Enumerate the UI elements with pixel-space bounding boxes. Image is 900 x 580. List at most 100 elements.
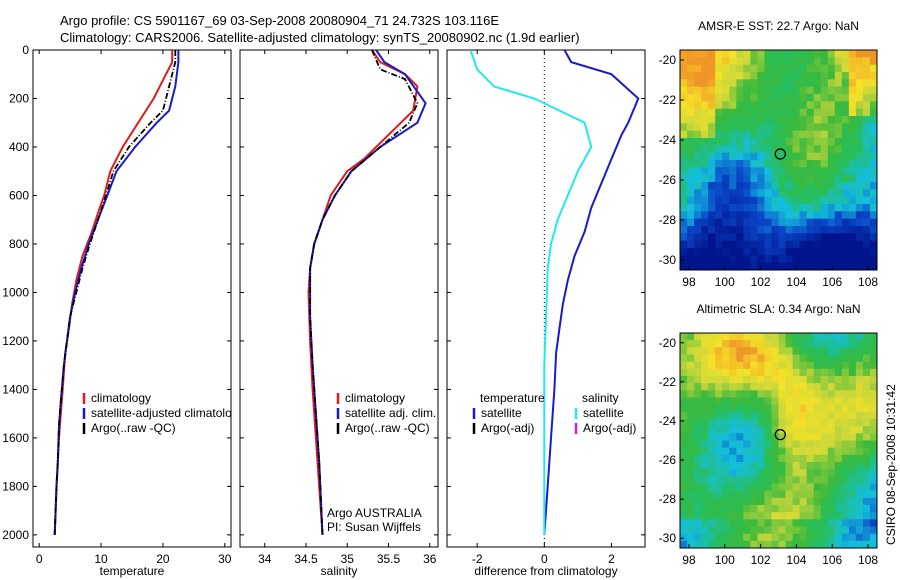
map-cell (869, 152, 878, 161)
map-cell (729, 497, 737, 506)
map-cell (757, 189, 765, 198)
map-cell (806, 204, 815, 212)
map-cell (771, 397, 779, 406)
map-cell (722, 86, 730, 95)
map-cell (750, 101, 758, 110)
map-cell (862, 483, 871, 492)
map-cell (694, 145, 702, 154)
map-cell (750, 79, 758, 88)
map-cell (841, 116, 850, 124)
map-cell (722, 79, 730, 88)
timestamp-side-label: CSIRO 08-Sep-2008 10:31:42 (884, 384, 898, 545)
map-cell (750, 152, 758, 161)
map-cell (813, 519, 822, 527)
map-cell (862, 533, 871, 542)
map-cell (708, 411, 716, 420)
map-cell (841, 505, 850, 513)
map-cell (757, 454, 765, 463)
map-cell (694, 376, 702, 384)
map-cell (757, 383, 765, 391)
map-cell (687, 57, 695, 66)
y-tick-label: 1000 (2, 285, 29, 299)
map-cell (701, 160, 709, 168)
map-field (680, 333, 878, 549)
map-cell (729, 196, 737, 205)
map-cell (813, 540, 822, 549)
map-cell (687, 130, 695, 139)
map-cell (820, 540, 829, 549)
map-cell (680, 340, 688, 348)
map-cell (764, 72, 772, 80)
map-cell (750, 182, 758, 190)
map-cell (862, 419, 871, 427)
map-cell (764, 152, 772, 161)
map-cell (799, 64, 808, 73)
map-cell (799, 419, 808, 427)
map-cell (687, 497, 695, 506)
map-cell (848, 262, 857, 271)
map-cell (855, 145, 864, 154)
map-cell (841, 354, 850, 363)
map-cell (848, 79, 857, 88)
map-cell (771, 94, 779, 102)
map-cell (799, 490, 808, 499)
map-cell (792, 94, 801, 102)
map-cell (785, 189, 794, 198)
map-cell (680, 490, 688, 499)
map-cell (799, 333, 808, 341)
map-cell (806, 79, 815, 88)
map-cell (701, 390, 709, 398)
map-cell (694, 189, 702, 198)
map-cell (729, 108, 737, 117)
map-cell (743, 361, 751, 370)
map-cell (813, 130, 822, 139)
map-cell (722, 333, 730, 341)
map-cell (841, 182, 850, 190)
map-cell (827, 490, 836, 499)
map-cell (869, 101, 878, 110)
map-cell (848, 174, 857, 183)
map-cell (841, 145, 850, 154)
map-cell (827, 440, 836, 449)
map-cell (687, 248, 695, 256)
map-cell (785, 86, 794, 95)
map-cell (834, 189, 843, 198)
map-cell (757, 476, 765, 484)
map-cell (736, 411, 744, 420)
map-cell (778, 240, 787, 249)
map-cell (694, 204, 702, 212)
map-cell (750, 233, 758, 242)
map-cell (771, 519, 779, 527)
map-cell (806, 533, 815, 542)
map-cell (687, 138, 695, 146)
map-cell (855, 397, 864, 406)
map-cell (680, 204, 688, 212)
map-cell (750, 340, 758, 348)
map-cell (750, 533, 758, 542)
map-cell (855, 160, 864, 168)
map-cell (827, 411, 836, 420)
map-cell (771, 189, 779, 198)
map-cell (750, 512, 758, 520)
map-cell (848, 361, 857, 370)
map-cell (708, 347, 716, 355)
map-cell (743, 469, 751, 477)
map-cell (813, 447, 822, 456)
map-cell (813, 86, 822, 95)
map-cell (778, 368, 787, 377)
map-cell (869, 211, 878, 220)
map-cell (694, 333, 702, 341)
map-cell (848, 490, 857, 499)
map-cell (750, 123, 758, 132)
map-cell (848, 152, 857, 161)
x-tick-label: 30 (218, 552, 232, 566)
map-cell (792, 57, 801, 66)
map-cell (715, 419, 723, 427)
map-cell (715, 64, 723, 73)
map-cell (708, 101, 716, 110)
map-cell (694, 404, 702, 413)
map-cell (708, 383, 716, 391)
map-cell (708, 86, 716, 95)
